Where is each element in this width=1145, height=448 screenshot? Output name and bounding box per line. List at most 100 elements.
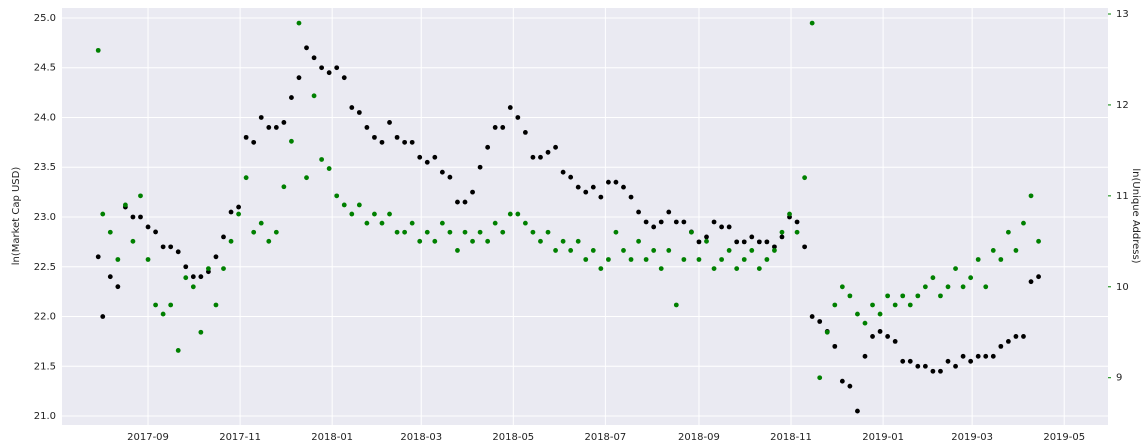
point xyxy=(998,343,1004,349)
y-tick-label: 23.0 xyxy=(34,212,56,223)
point xyxy=(349,211,355,217)
point xyxy=(809,20,815,26)
point xyxy=(492,220,498,226)
point xyxy=(530,229,536,235)
point xyxy=(470,238,475,244)
point xyxy=(643,219,649,225)
point xyxy=(1005,229,1011,235)
point xyxy=(341,75,347,81)
point xyxy=(756,266,762,272)
point xyxy=(545,229,551,235)
point xyxy=(938,293,943,299)
point xyxy=(477,164,483,170)
point xyxy=(289,138,294,144)
point xyxy=(372,211,377,217)
x-tick-label: 2017-11 xyxy=(219,432,261,443)
point xyxy=(885,293,891,299)
point xyxy=(681,219,687,225)
x-tick-label: 2019-01 xyxy=(862,432,904,443)
point xyxy=(273,125,279,130)
point xyxy=(439,220,445,226)
point xyxy=(236,211,241,217)
point xyxy=(447,174,453,180)
point xyxy=(575,238,581,244)
point xyxy=(794,229,800,235)
y-tick-label: 24.5 xyxy=(34,63,56,74)
point xyxy=(387,120,392,125)
point xyxy=(492,125,498,130)
point xyxy=(356,202,362,208)
point xyxy=(877,311,883,317)
point xyxy=(485,238,491,244)
point xyxy=(258,115,264,120)
point xyxy=(160,244,166,250)
point xyxy=(673,219,679,225)
point xyxy=(968,358,974,364)
point xyxy=(485,144,491,150)
point xyxy=(658,219,664,225)
point xyxy=(968,275,974,281)
point xyxy=(507,105,513,110)
point xyxy=(409,220,415,226)
point xyxy=(862,353,868,359)
point xyxy=(334,193,340,199)
point xyxy=(930,368,936,374)
point xyxy=(734,266,740,272)
point xyxy=(545,149,551,155)
point xyxy=(605,179,611,185)
point xyxy=(847,383,853,389)
point xyxy=(379,220,385,226)
point xyxy=(658,266,664,272)
point xyxy=(605,257,611,262)
point xyxy=(636,238,641,244)
point xyxy=(704,234,709,240)
point xyxy=(289,95,294,100)
point xyxy=(983,353,989,359)
point xyxy=(95,47,101,53)
point xyxy=(387,211,392,217)
point xyxy=(213,254,219,260)
point xyxy=(885,334,891,339)
point xyxy=(258,220,264,226)
point xyxy=(583,257,589,262)
point xyxy=(1036,238,1041,244)
point xyxy=(372,134,377,140)
point xyxy=(341,202,347,208)
point xyxy=(832,302,838,308)
point xyxy=(424,159,430,165)
point xyxy=(915,293,921,299)
point xyxy=(326,166,332,171)
point xyxy=(839,378,845,384)
point xyxy=(779,234,785,240)
point xyxy=(847,293,853,299)
point xyxy=(432,154,438,160)
point xyxy=(334,65,340,71)
point xyxy=(719,224,724,230)
point xyxy=(892,302,898,308)
point xyxy=(198,274,204,280)
point xyxy=(907,302,913,308)
point xyxy=(409,139,415,145)
y2-tick-label: 13 xyxy=(1116,9,1129,20)
y-tick-label: 22.0 xyxy=(34,312,56,323)
point xyxy=(621,184,626,190)
point xyxy=(130,238,136,244)
point xyxy=(251,229,257,235)
point xyxy=(183,264,189,270)
point xyxy=(266,238,272,244)
point xyxy=(213,302,219,308)
point xyxy=(560,238,566,244)
point xyxy=(115,284,121,290)
point xyxy=(304,175,309,181)
point xyxy=(455,248,460,253)
point xyxy=(394,134,400,140)
point xyxy=(689,229,694,235)
y-axis-label: ln(Market Cap USD) xyxy=(11,167,22,266)
x-tick-label: 2018-05 xyxy=(492,432,534,443)
y-tick-label: 21.0 xyxy=(34,411,56,422)
y2-tick-label: 12 xyxy=(1116,100,1129,111)
point xyxy=(666,209,672,215)
point xyxy=(930,275,936,281)
point xyxy=(515,115,521,120)
point xyxy=(772,244,777,250)
